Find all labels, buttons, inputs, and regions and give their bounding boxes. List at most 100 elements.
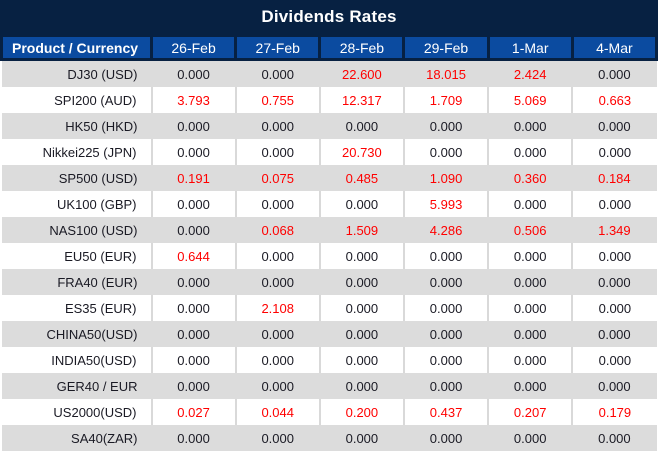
value-cell: 0.000 (572, 269, 656, 295)
value-cell: 0.044 (236, 399, 320, 425)
value-cell: 0.000 (572, 243, 656, 269)
value-cell: 0.000 (404, 295, 488, 321)
value-cell: 0.000 (404, 243, 488, 269)
value-cell: 0.000 (488, 269, 572, 295)
value-cell: 0.000 (488, 139, 572, 165)
table-row: SP500 (USD)0.1910.0750.4851.0900.3600.18… (2, 165, 657, 191)
value-cell: 0.000 (488, 373, 572, 399)
product-cell: UK100 (GBP) (2, 191, 152, 217)
value-cell: 0.000 (236, 191, 320, 217)
value-cell: 0.000 (488, 113, 572, 139)
table-row: UK100 (GBP)0.0000.0000.0005.9930.0000.00… (2, 191, 657, 217)
date-header: 28-Feb (320, 36, 404, 60)
product-cell: SP500 (USD) (2, 165, 152, 191)
table-row: ES35 (EUR)0.0002.1080.0000.0000.0000.000 (2, 295, 657, 321)
value-cell: 0.000 (320, 243, 404, 269)
product-cell: HK50 (HKD) (2, 113, 152, 139)
value-cell: 0.000 (236, 243, 320, 269)
value-cell: 0.000 (236, 425, 320, 451)
value-cell: 0.000 (572, 347, 656, 373)
value-cell: 0.000 (320, 113, 404, 139)
value-cell: 0.000 (572, 60, 656, 88)
value-cell: 0.000 (404, 269, 488, 295)
product-cell: EU50 (EUR) (2, 243, 152, 269)
value-cell: 0.000 (404, 347, 488, 373)
value-cell: 0.207 (488, 399, 572, 425)
value-cell: 0.000 (152, 425, 236, 451)
value-cell: 5.069 (488, 87, 572, 113)
value-cell: 0.000 (152, 295, 236, 321)
value-cell: 0.000 (236, 269, 320, 295)
table-row: SPI200 (AUD)3.7930.75512.3171.7095.0690.… (2, 87, 657, 113)
value-cell: 0.000 (572, 139, 656, 165)
product-cell: FRA40 (EUR) (2, 269, 152, 295)
value-cell: 0.000 (236, 60, 320, 88)
table-body: DJ30 (USD)0.0000.00022.60018.0152.4240.0… (2, 60, 657, 452)
product-cell: NAS100 (USD) (2, 217, 152, 243)
table-row: SA40(ZAR)0.0000.0000.0000.0000.0000.000 (2, 425, 657, 451)
value-cell: 0.644 (152, 243, 236, 269)
value-cell: 0.360 (488, 165, 572, 191)
value-cell: 0.000 (488, 321, 572, 347)
date-header: 29-Feb (404, 36, 488, 60)
column-header-row: Product / Currency 26-Feb 27-Feb 28-Feb … (2, 36, 657, 60)
value-cell: 3.793 (152, 87, 236, 113)
value-cell: 0.506 (488, 217, 572, 243)
table-row: GER40 / EUR0.0000.0000.0000.0000.0000.00… (2, 373, 657, 399)
page-title: Dividends Rates (0, 0, 658, 34)
page-title-text: Dividends Rates (261, 7, 396, 27)
date-header: 26-Feb (152, 36, 236, 60)
value-cell: 0.000 (488, 243, 572, 269)
value-cell: 0.000 (152, 373, 236, 399)
value-cell: 0.000 (320, 425, 404, 451)
value-cell: 0.000 (404, 425, 488, 451)
date-header: 4-Mar (572, 36, 656, 60)
table-row: Nikkei225 (JPN)0.0000.00020.7300.0000.00… (2, 139, 657, 165)
value-cell: 0.000 (404, 373, 488, 399)
value-cell: 2.424 (488, 60, 572, 88)
value-cell: 1.090 (404, 165, 488, 191)
value-cell: 0.663 (572, 87, 656, 113)
date-header: 27-Feb (236, 36, 320, 60)
value-cell: 0.000 (320, 347, 404, 373)
value-cell: 0.485 (320, 165, 404, 191)
product-cell: DJ30 (USD) (2, 60, 152, 88)
dividends-rates-table: Product / Currency 26-Feb 27-Feb 28-Feb … (0, 34, 658, 451)
value-cell: 20.730 (320, 139, 404, 165)
value-cell: 0.000 (572, 295, 656, 321)
value-cell: 0.000 (152, 191, 236, 217)
value-cell: 0.000 (572, 321, 656, 347)
value-cell: 0.000 (488, 347, 572, 373)
value-cell: 0.000 (320, 321, 404, 347)
value-cell: 0.755 (236, 87, 320, 113)
value-cell: 0.191 (152, 165, 236, 191)
value-cell: 12.317 (320, 87, 404, 113)
value-cell: 0.000 (320, 191, 404, 217)
table-row: INDIA50(USD)0.0000.0000.0000.0000.0000.0… (2, 347, 657, 373)
value-cell: 0.000 (488, 425, 572, 451)
value-cell: 0.000 (320, 373, 404, 399)
value-cell: 0.027 (152, 399, 236, 425)
value-cell: 18.015 (404, 60, 488, 88)
table-row: US2000(USD)0.0270.0440.2000.4370.2070.17… (2, 399, 657, 425)
value-cell: 1.349 (572, 217, 656, 243)
value-cell: 0.000 (572, 425, 656, 451)
value-cell: 0.000 (236, 373, 320, 399)
value-cell: 0.000 (572, 191, 656, 217)
table-row: DJ30 (USD)0.0000.00022.60018.0152.4240.0… (2, 60, 657, 88)
value-cell: 1.509 (320, 217, 404, 243)
product-cell: US2000(USD) (2, 399, 152, 425)
value-cell: 0.068 (236, 217, 320, 243)
value-cell: 0.000 (404, 113, 488, 139)
product-cell: ES35 (EUR) (2, 295, 152, 321)
product-cell: CHINA50(USD) (2, 321, 152, 347)
value-cell: 0.000 (236, 321, 320, 347)
value-cell: 4.286 (404, 217, 488, 243)
value-cell: 0.000 (152, 321, 236, 347)
value-cell: 0.000 (320, 295, 404, 321)
value-cell: 0.000 (488, 191, 572, 217)
value-cell: 0.000 (236, 347, 320, 373)
value-cell: 5.993 (404, 191, 488, 217)
product-cell: Nikkei225 (JPN) (2, 139, 152, 165)
value-cell: 0.179 (572, 399, 656, 425)
